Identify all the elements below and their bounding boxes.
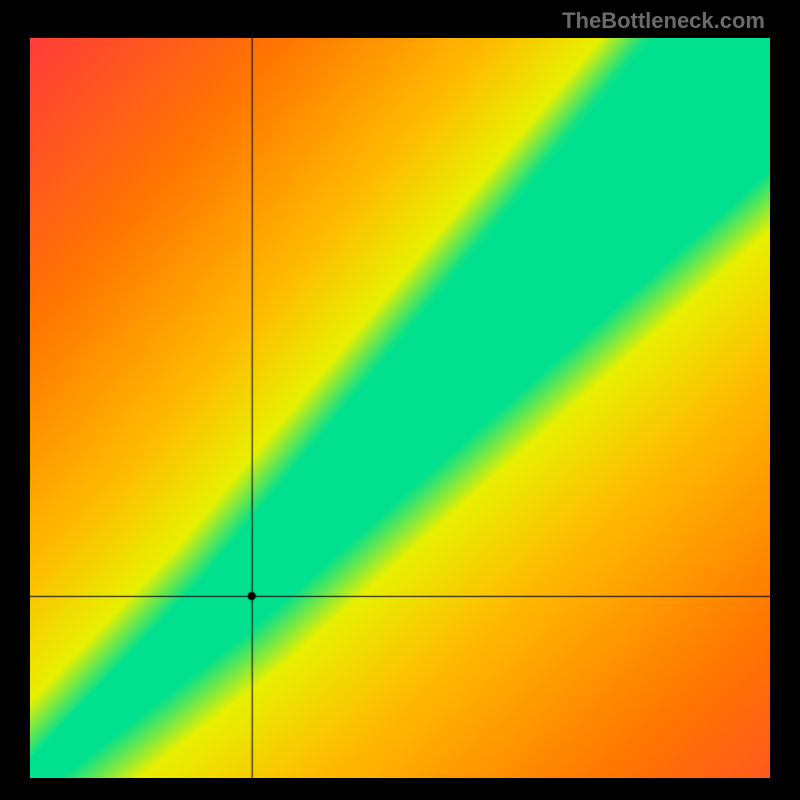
watermark-text: TheBottleneck.com — [562, 8, 765, 34]
bottleneck-heatmap — [30, 38, 770, 778]
chart-container: TheBottleneck.com — [0, 0, 800, 800]
